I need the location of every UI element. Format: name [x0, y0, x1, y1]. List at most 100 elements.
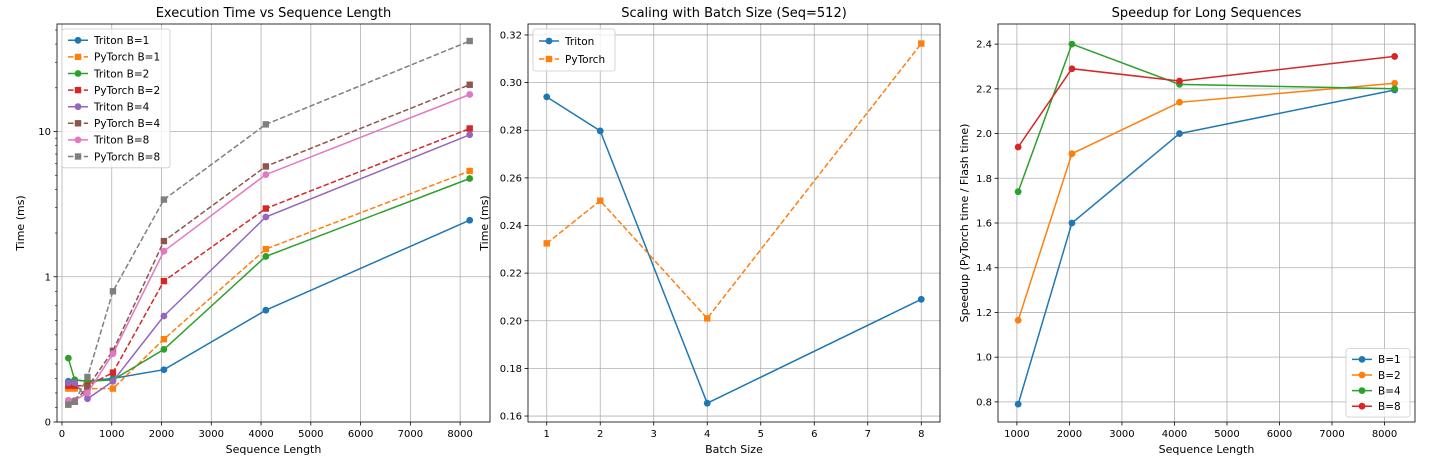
- legend-marker: [1358, 387, 1366, 394]
- data-point: [109, 369, 117, 376]
- x-tick-label: 8000: [447, 429, 472, 440]
- legend-label: PyTorch B=1: [94, 52, 160, 64]
- data-point: [160, 196, 168, 203]
- data-point: [917, 295, 925, 303]
- series-b-1: [1014, 86, 1399, 408]
- legend-label: PyTorch B=8: [94, 151, 160, 163]
- legend-marker: [74, 153, 82, 160]
- x-axis-label: Sequence Length: [226, 443, 322, 456]
- data-point: [466, 216, 474, 224]
- data-point: [1176, 98, 1183, 106]
- series-line: [1017, 82, 1395, 321]
- legend-marker: [74, 53, 82, 61]
- series-b-2: [1014, 79, 1399, 324]
- data-point: [65, 401, 72, 408]
- legend-label: B=2: [1378, 370, 1401, 382]
- legend-box: [1345, 348, 1411, 418]
- data-point: [1068, 40, 1076, 48]
- series-pytorch: [543, 40, 925, 322]
- x-tick-label: 3000: [199, 429, 224, 440]
- chart-1: 0 1000 2000 3000 4000 5000 6000 7000 8000 0 1 10 Exe…: [14, 6, 491, 456]
- series-line: [546, 43, 922, 320]
- data-point: [160, 237, 168, 245]
- y-tick-label: 1.8: [976, 174, 992, 185]
- x-tick-label: 6000: [348, 429, 373, 440]
- legend-marker: [545, 37, 553, 45]
- x-axis-label: Sequence Length: [1159, 443, 1255, 456]
- data-point: [262, 205, 270, 212]
- y-tick-label: 0.30: [500, 78, 522, 89]
- data-point: [466, 175, 474, 182]
- data-point: [160, 345, 168, 353]
- x-tick-label: 2: [597, 429, 603, 440]
- data-point: [262, 121, 270, 128]
- data-point: [1014, 143, 1022, 151]
- legend-item-triton-b-4: Triton B=4: [68, 102, 150, 114]
- legend-marker: [74, 86, 82, 94]
- legend-marker: [74, 120, 82, 127]
- series-line: [1017, 43, 1395, 192]
- data-point: [262, 171, 270, 179]
- chart-3: 1000 2000 3000 4000 5000 6000 7000 8000 0.8 1.0 1.…: [958, 6, 1416, 456]
- data-point: [71, 398, 78, 405]
- x-tick-label: 2000: [1057, 429, 1082, 440]
- y-axis-label: Time (ms): [14, 195, 27, 251]
- legend-item-b-1: B=1: [1352, 354, 1401, 366]
- y-tick-label: 0.24: [500, 221, 522, 232]
- data-point: [160, 277, 168, 285]
- data-point: [466, 125, 473, 132]
- legend-marker: [1358, 371, 1366, 379]
- data-point: [84, 395, 91, 403]
- data-point: [262, 306, 270, 314]
- plot-frame: [56, 23, 491, 423]
- x-tick-label: 8: [918, 429, 924, 440]
- legend-marker: [1358, 356, 1366, 363]
- y-tick-label: 0.22: [500, 269, 522, 280]
- data-point: [71, 379, 79, 387]
- legend-marker: [74, 103, 82, 111]
- data-point: [1014, 188, 1022, 196]
- legend-item-triton: Triton: [539, 36, 594, 48]
- legend: Triton PyTorch: [532, 28, 616, 72]
- y-tick-label: 1.4: [976, 263, 992, 274]
- legend-label: B=1: [1378, 354, 1401, 366]
- legend-label: B=4: [1378, 385, 1401, 397]
- data-point: [160, 336, 168, 343]
- x-tick-label: 5000: [1214, 429, 1239, 440]
- data-point: [109, 385, 117, 392]
- x-tick-label: 4000: [1162, 429, 1187, 440]
- legend-box: [61, 28, 171, 169]
- legend-label: Triton B=2: [93, 68, 149, 80]
- legend-item-b-8: B=8: [1352, 401, 1401, 413]
- y-tick-label: 2.4: [976, 40, 992, 51]
- data-point: [84, 389, 91, 397]
- legend-marker: [74, 36, 82, 44]
- data-point: [160, 366, 168, 374]
- x-tick-label: 5000: [298, 429, 323, 440]
- data-point: [466, 91, 474, 98]
- data-point: [466, 37, 473, 45]
- chart-title: Speedup for Long Sequences: [1112, 6, 1302, 21]
- data-point: [64, 379, 72, 387]
- x-tick-label: 1000: [99, 429, 124, 440]
- y-axis-label: Speedup (PyTorch time / Flash time): [958, 124, 971, 323]
- legend-marker: [74, 70, 82, 77]
- data-point: [109, 288, 117, 295]
- data-point: [1014, 316, 1022, 324]
- plot-frame: [997, 23, 1416, 423]
- x-tick-label: 6: [811, 429, 817, 440]
- series-line: [546, 96, 922, 405]
- legend-label: PyTorch: [565, 54, 605, 66]
- legend: B=1 B=2 B=4 B=8: [1345, 348, 1411, 418]
- data-point: [704, 315, 711, 322]
- series-triton-b-1: [64, 216, 474, 385]
- y-tick-label: 2.2: [976, 84, 992, 95]
- data-point: [466, 167, 473, 175]
- x-tick-label: 0: [59, 429, 65, 440]
- data-point: [84, 383, 91, 391]
- legend-label: PyTorch B=2: [94, 85, 160, 97]
- legend-item-b-4: B=4: [1352, 385, 1401, 397]
- data-point: [1068, 150, 1076, 158]
- y-tick-label: 1: [45, 272, 51, 283]
